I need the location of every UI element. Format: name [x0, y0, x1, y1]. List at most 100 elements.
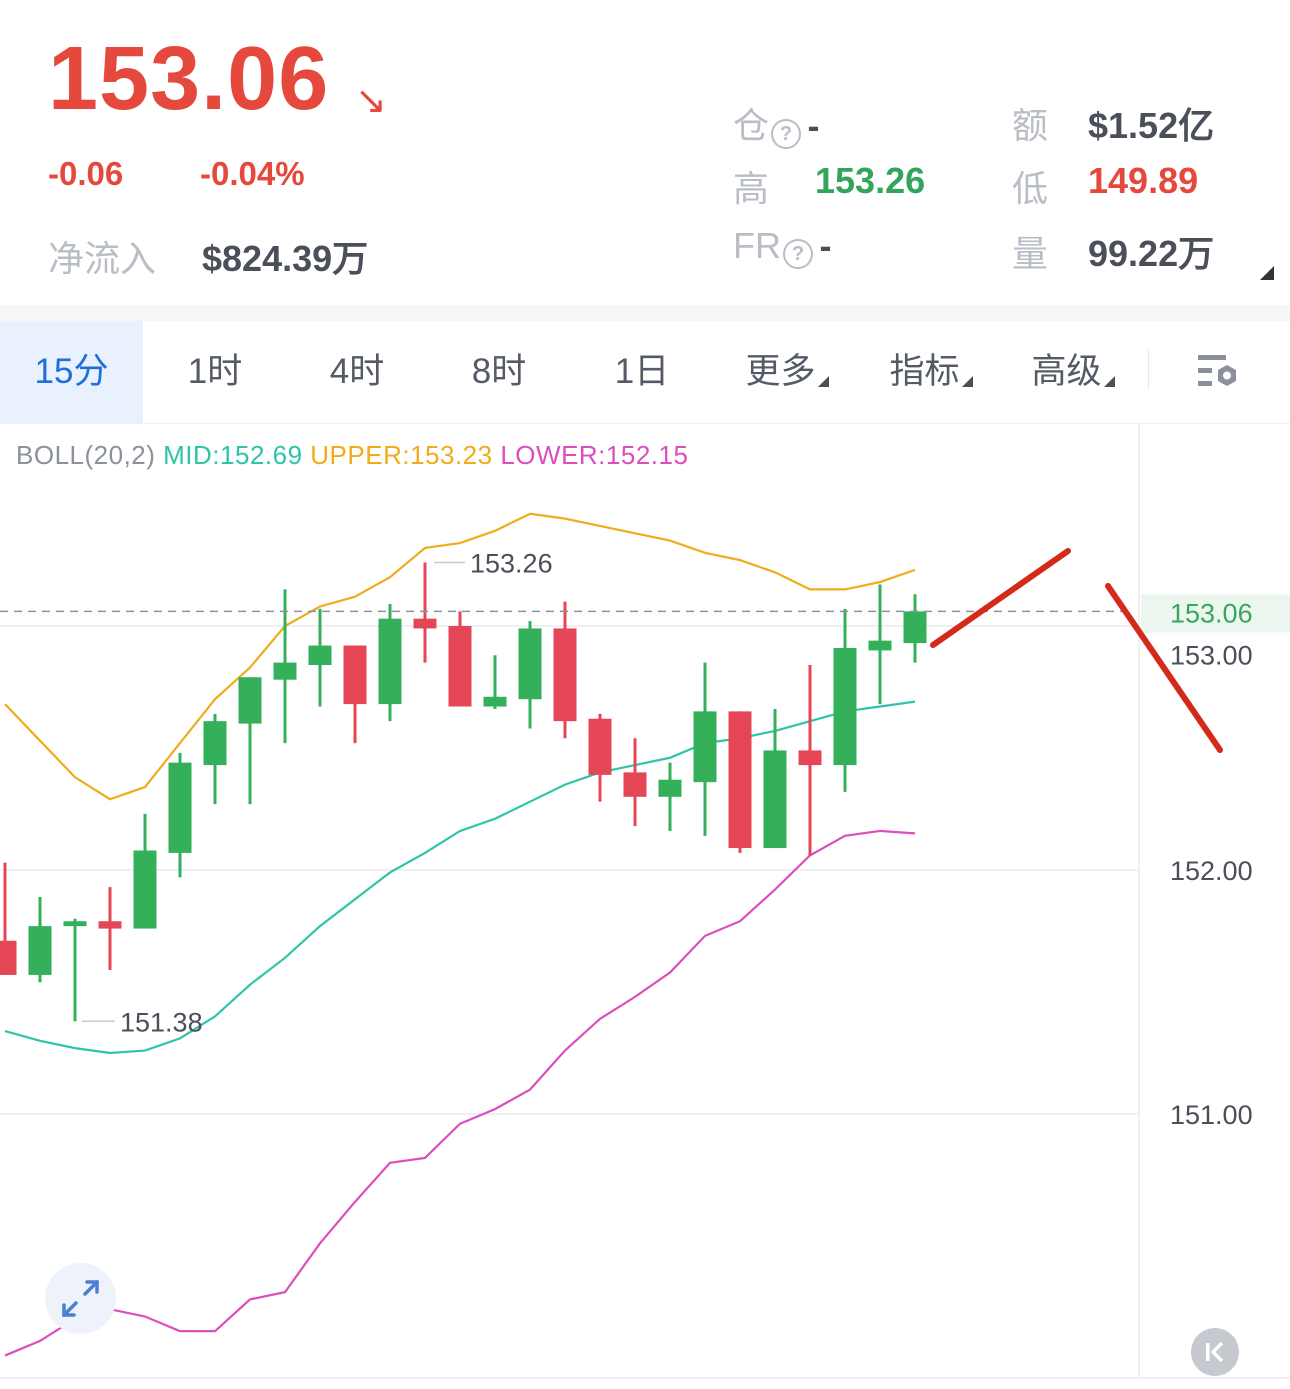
- tab-1d[interactable]: 1日: [577, 321, 707, 423]
- tab-label: 15分: [34, 352, 109, 391]
- candle-up: [308, 608, 332, 707]
- last-price: 153.06: [48, 29, 330, 129]
- candle-up: [203, 713, 227, 805]
- candle-body: [308, 645, 332, 666]
- candle-up: [518, 621, 542, 729]
- candle-up: [273, 589, 297, 744]
- boll-legend: BOLL(20,2) MID:152.69 UPPER:153.23 LOWER…: [16, 440, 688, 471]
- scroll-to-latest-icon: [1206, 1341, 1224, 1363]
- candle-down: [798, 665, 822, 856]
- tab-more[interactable]: 更多: [722, 321, 852, 423]
- help-icon[interactable]: ?: [771, 118, 802, 149]
- candle-body: [378, 618, 402, 705]
- price-change: -0.06: [48, 155, 124, 192]
- candle-up: [238, 677, 262, 805]
- tab-label: 高级: [1031, 352, 1102, 391]
- candle-body: [518, 628, 542, 700]
- arrow-down-right-icon: ↘: [355, 80, 387, 122]
- candle-body: [203, 721, 227, 766]
- low-value: 149.89: [1088, 160, 1199, 201]
- tab-divider: [1148, 350, 1149, 390]
- candle-up: [168, 752, 192, 878]
- candle-up: [483, 655, 507, 709]
- candle-up: [378, 604, 402, 722]
- candle-up: [868, 584, 892, 705]
- tab-15m[interactable]: 15分: [0, 321, 143, 423]
- candle-up: [133, 813, 157, 929]
- dropdown-icon: [1103, 376, 1115, 387]
- tab-4h[interactable]: 4时: [292, 321, 422, 423]
- high-label: 高: [733, 168, 770, 209]
- low-label: 低: [1012, 168, 1049, 209]
- funding-rate-stat: FR? -: [733, 225, 831, 269]
- boll-upper: UPPER:153.23: [310, 440, 493, 470]
- scroll-to-latest-button[interactable]: [1191, 1328, 1239, 1376]
- candle-body: [413, 618, 437, 629]
- candle-down: [448, 611, 472, 707]
- candle-down: [98, 887, 122, 971]
- tab-8h[interactable]: 8时: [434, 321, 564, 423]
- boll-lower: LOWER:152.15: [500, 440, 689, 470]
- candle-up: [658, 762, 682, 831]
- high-value: 153.26: [815, 160, 926, 201]
- y-tick-label: 151.00: [1170, 1100, 1253, 1130]
- candle-down: [413, 562, 437, 663]
- expand-icon: [62, 1280, 99, 1317]
- candle-body: [763, 750, 787, 849]
- candle-body: [0, 940, 17, 975]
- candle-body: [658, 779, 682, 797]
- tab-label: 指标: [889, 352, 960, 391]
- candle-body: [798, 750, 822, 766]
- candle-up: [63, 918, 87, 1022]
- candle-body: [343, 645, 367, 705]
- dropdown-icon: [817, 376, 829, 387]
- drawn-trend-line[interactable]: [1105, 583, 1223, 753]
- candle-up: [763, 708, 787, 849]
- candle-body: [623, 772, 647, 797]
- candle-body: [903, 611, 927, 644]
- expand-chart-button[interactable]: [45, 1263, 116, 1334]
- amount-value: $1.52亿: [1088, 105, 1215, 146]
- net-inflow-value: $824.39万: [202, 238, 369, 279]
- candle-down: [343, 645, 367, 744]
- expand-stats-toggle[interactable]: [1260, 266, 1274, 280]
- candle-down: [553, 601, 577, 739]
- volume-label: 量: [1012, 233, 1049, 274]
- y-tick-label: 152.00: [1170, 856, 1253, 886]
- candle-body: [483, 696, 507, 707]
- candle-body: [588, 718, 612, 775]
- candle-down: [623, 738, 647, 827]
- candle-body: [448, 626, 472, 707]
- chart-settings-icon[interactable]: [1196, 353, 1242, 393]
- price-change-pct: -0.04%: [200, 155, 305, 192]
- tab-label: 更多: [745, 352, 816, 391]
- amount-label: 额: [1012, 105, 1049, 146]
- candle-body: [728, 711, 752, 849]
- net-inflow-label: 净流入: [48, 238, 157, 279]
- high-marker-label: 153.26: [470, 549, 553, 579]
- help-icon[interactable]: ?: [783, 238, 813, 269]
- candle-body: [833, 647, 857, 766]
- tab-label: 1日: [614, 352, 670, 391]
- candle-body: [28, 926, 52, 975]
- current-price-label: 153.06: [1170, 598, 1253, 628]
- drawn-trend-line[interactable]: [930, 548, 1071, 648]
- candle-down: [728, 711, 752, 853]
- candle-body: [693, 711, 717, 783]
- current-price-tag: [1141, 594, 1290, 633]
- boll-mid-line: [4, 700, 916, 1055]
- open-interest-stat: 仓? -: [733, 97, 819, 149]
- fr-label: FR: [733, 225, 781, 266]
- volume-value: 99.22万: [1088, 233, 1215, 274]
- tab-indicators[interactable]: 指标: [866, 321, 996, 423]
- candle-body: [553, 628, 577, 722]
- y-tick-label: 153.00: [1170, 640, 1253, 670]
- candle-up: [693, 662, 717, 836]
- candle-body: [868, 640, 892, 651]
- tab-advanced[interactable]: 高级: [1008, 321, 1138, 423]
- section-divider: [0, 305, 1290, 321]
- tab-1h[interactable]: 1时: [150, 321, 280, 423]
- low-marker-label: 151.38: [120, 1007, 203, 1037]
- tab-label: 8时: [471, 352, 527, 391]
